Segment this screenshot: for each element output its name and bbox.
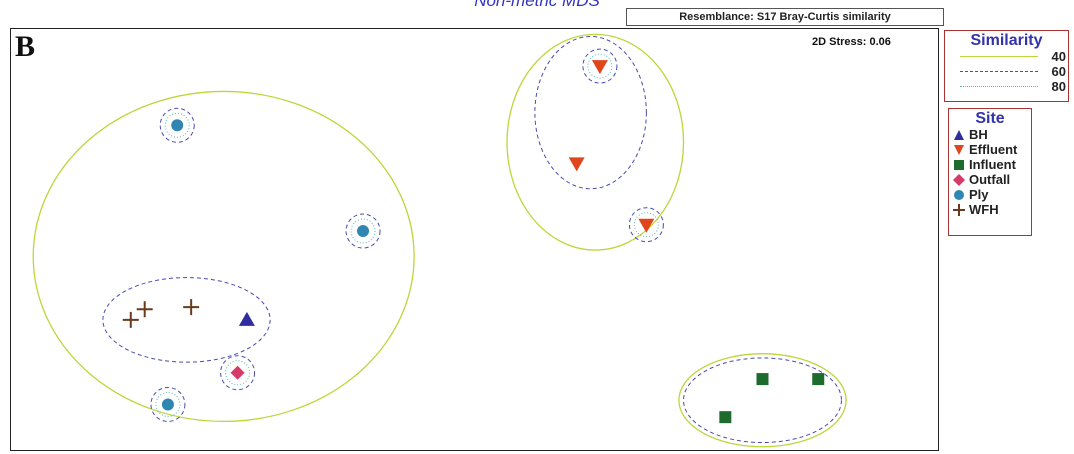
data-point-influent	[719, 411, 732, 424]
site-legend: Site BH Effluent Influent Outfall Ply WF…	[948, 108, 1032, 236]
similarity-60-ring	[159, 107, 195, 143]
data-point-bh	[238, 311, 255, 326]
similarity-value-60: 60	[1051, 64, 1066, 79]
chart-title: Non-metric MDS	[474, 0, 600, 10]
resemblance-label: Resemblance: S17 Bray-Curtis similarity	[626, 8, 944, 26]
triangle-down-icon	[954, 144, 964, 155]
data-point-effluent	[591, 60, 608, 75]
data-point-wfh	[122, 311, 139, 328]
similarity-value-80: 80	[1051, 79, 1066, 94]
similarity-60-contour	[534, 35, 647, 190]
similarity-60-contour	[683, 357, 842, 444]
plus-icon	[953, 203, 965, 216]
similarity-60-ring	[628, 207, 664, 243]
similarity-40-contour	[32, 90, 415, 423]
legend-entry-effluent: Effluent	[949, 142, 1031, 157]
similarity-80-ring	[225, 360, 251, 386]
similarity-row-40: 40	[945, 49, 1068, 64]
legend-entry-ply: Ply	[949, 187, 1031, 202]
similarity-80-ring	[155, 391, 181, 417]
similarity-80-ring	[587, 53, 613, 79]
similarity-40-contour	[678, 353, 847, 448]
similarity-row-80: 80	[945, 79, 1068, 94]
data-point-wfh	[183, 299, 200, 316]
stress-value: 2D Stress: 0.06	[812, 36, 891, 48]
legend-label-ply: Ply	[969, 187, 989, 202]
data-point-effluent	[568, 157, 585, 172]
similarity-60-ring	[582, 48, 618, 84]
similarity-value-40: 40	[1051, 49, 1066, 64]
similarity-row-60: 60	[945, 64, 1068, 79]
data-point-effluent	[638, 218, 655, 233]
similarity-80-ring	[164, 112, 190, 138]
data-point-ply	[161, 398, 174, 411]
similarity-legend-title: Similarity	[970, 32, 1043, 49]
circle-icon	[954, 189, 964, 200]
legend-entry-bh: BH	[949, 127, 1031, 142]
data-point-influent	[756, 373, 769, 386]
data-point-ply	[171, 119, 184, 132]
similarity-line-80	[960, 86, 1038, 87]
legend-label-effluent: Effluent	[969, 142, 1018, 157]
legend-entry-outfall: Outfall	[949, 172, 1031, 187]
square-icon	[954, 159, 964, 170]
triangle-up-icon	[954, 129, 964, 140]
data-point-influent	[812, 373, 825, 386]
data-point-outfall	[230, 365, 245, 380]
legend-label-outfall: Outfall	[969, 172, 1011, 187]
similarity-60-ring	[150, 386, 186, 422]
legend-label-wfh: WFH	[969, 202, 999, 217]
legend-entry-influent: Influent	[949, 157, 1031, 172]
legend-label-bh: BH	[969, 127, 988, 142]
similarity-80-ring	[350, 218, 376, 244]
legend-entry-wfh: WFH	[949, 202, 1031, 217]
site-legend-title: Site	[975, 110, 1005, 127]
similarity-40-contour	[506, 33, 685, 251]
similarity-80-ring	[633, 212, 659, 238]
similarity-line-60	[960, 71, 1038, 72]
similarity-legend: Similarity 40 60 80	[944, 30, 1069, 102]
legend-label-influent: Influent	[969, 157, 1016, 172]
similarity-60-contour	[102, 277, 271, 363]
data-point-wfh	[136, 301, 153, 318]
plot-panel	[10, 28, 939, 451]
similarity-line-40	[960, 56, 1038, 57]
data-point-ply	[357, 225, 370, 238]
similarity-60-ring	[345, 213, 381, 249]
panel-letter: B	[15, 30, 36, 63]
diamond-icon	[953, 173, 965, 186]
similarity-60-ring	[220, 355, 256, 391]
